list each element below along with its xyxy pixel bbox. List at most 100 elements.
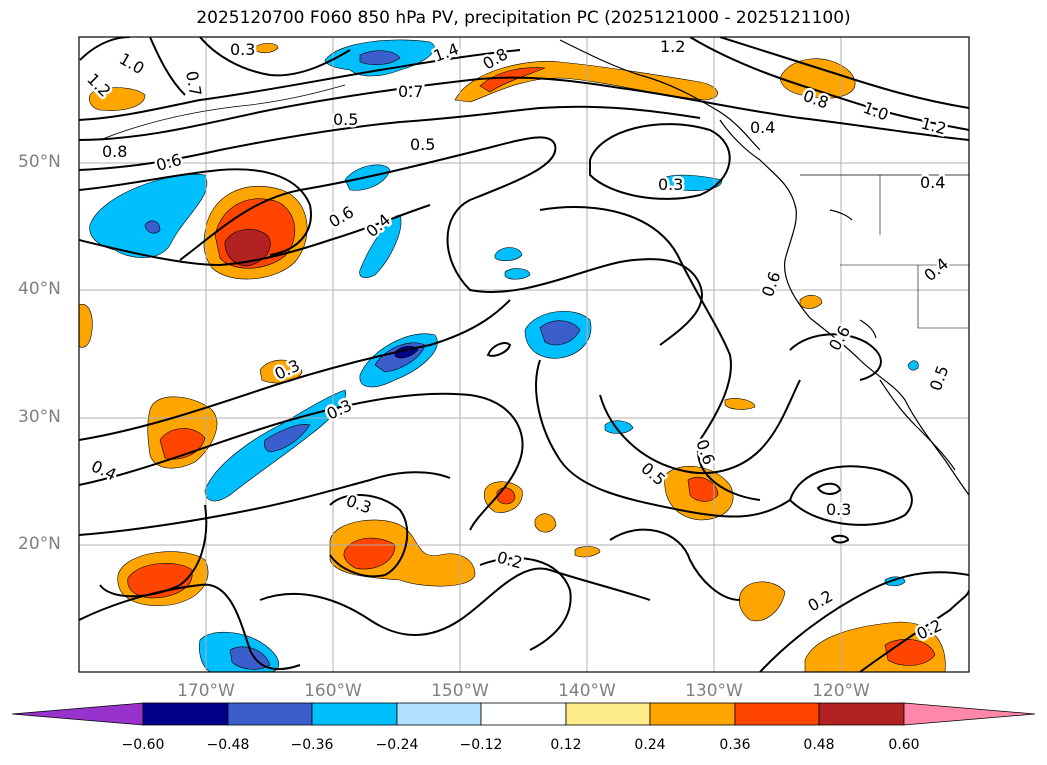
contour-label: 0.5 [333, 110, 358, 129]
colorbar-tick-label: 0.48 [803, 737, 835, 753]
contour-label: 0.3 [658, 175, 683, 194]
pv-contour [789, 333, 882, 381]
precip-neg-area [494, 247, 523, 261]
lat-label-30n: 30°N [18, 407, 61, 427]
precip-pos-area [224, 229, 271, 267]
colorbar-segment [565, 702, 651, 726]
pv-contour [589, 123, 731, 200]
precip-pos-area [724, 398, 756, 410]
lat-label-40n: 40°N [18, 279, 61, 299]
lon-label-140w: 140°W [558, 681, 616, 701]
pv-contour [79, 299, 511, 441]
contour-labels: 1.0 1.2 0.7 0.3 0.5 1.4 0.8 1.2 0.7 0.8 … [81, 35, 955, 647]
precip-neg-area [359, 50, 401, 65]
precip-neg-area [263, 424, 311, 453]
colorbar-tick-label: 0.24 [634, 737, 666, 753]
lon-label-170w: 170°W [177, 681, 235, 701]
graticule [79, 37, 969, 672]
precip-pos-area [254, 43, 279, 54]
pv-contour [79, 204, 431, 267]
precip-neg-area [144, 220, 161, 234]
colorbar [11, 702, 1036, 726]
precip-pos-area [687, 476, 719, 502]
pv-contour [788, 465, 913, 526]
contour-label: 0.4 [920, 173, 945, 192]
precip-pos-area [799, 295, 823, 309]
contour-label: 1.2 [660, 37, 685, 56]
figure-title: 2025120700 F060 850 hPa PV, precipitatio… [196, 8, 851, 28]
pv-contour [599, 379, 801, 474]
baja-coastline [879, 379, 956, 471]
colorbar-tick-label: −0.48 [206, 737, 250, 753]
precip-neg-area [504, 268, 531, 280]
colorbar-tick-label: −0.12 [459, 737, 503, 753]
contour-label: 1.0 [116, 49, 148, 78]
precip-pos-area [259, 359, 303, 384]
pv-contour [609, 528, 741, 601]
pv-contour [830, 534, 850, 544]
contour-label: 0.4 [920, 254, 952, 285]
pv-contour [99, 504, 208, 598]
island-coast [829, 209, 877, 339]
contour-label: 0.2 [805, 586, 837, 615]
pv-contour [79, 583, 301, 671]
pv-contour [486, 342, 512, 357]
contour-label: 0.4 [88, 456, 119, 484]
precip-neg-area [359, 214, 402, 279]
pv-contour [79, 76, 969, 141]
precip-pos-area [534, 513, 557, 533]
pv-contour [816, 482, 842, 495]
contour-label: 0.5 [926, 363, 953, 393]
contour-label: 0.3 [826, 500, 851, 519]
colorbar-tick-label: −0.60 [121, 737, 165, 753]
lon-label-150w: 150°W [431, 681, 489, 701]
contour-label: 0.5 [637, 459, 669, 490]
colorbar-extend-low [11, 702, 144, 726]
pv-contours [79, 37, 969, 672]
colorbar-segment [734, 702, 820, 726]
contour-label: 0.6 [154, 150, 184, 175]
contour-label: 0.7 [398, 82, 423, 101]
contour-label: 0.3 [230, 40, 255, 59]
pv-contour [859, 589, 969, 672]
pv-contour [535, 359, 791, 518]
precip-neg-area [884, 576, 906, 587]
pv-contour [259, 567, 651, 636]
lon-label-130w: 130°W [685, 681, 743, 701]
precip-pos-area [89, 87, 146, 111]
colorbar-segment [396, 702, 482, 726]
lon-label-160w: 160°W [304, 681, 362, 701]
pv-contour [79, 105, 701, 171]
colorbar-tick-label: −0.36 [290, 737, 334, 753]
colorbar-tick-label: 0.36 [719, 737, 751, 753]
colorbar-tick-label: 0.12 [550, 737, 582, 753]
pv-contour [719, 37, 969, 109]
precip-pos-area [343, 537, 396, 570]
contour-label: 0.7 [182, 69, 205, 97]
pv-contour [479, 557, 572, 651]
colorbar-segment [649, 702, 736, 726]
pv-contour [79, 49, 521, 121]
contour-label: 0.6 [758, 269, 785, 299]
pv-contour [329, 494, 409, 578]
lat-label-50n: 50°N [18, 152, 61, 172]
precip-pos-area [739, 581, 786, 622]
colorbar-segment [227, 702, 313, 726]
pv-contour [539, 206, 761, 501]
pv-contour [79, 392, 524, 531]
contour-label: 0.8 [102, 142, 127, 161]
precip-neg-area [539, 320, 581, 346]
colorbar-tick-label: 0.60 [888, 737, 920, 753]
state-border [840, 175, 969, 329]
map-frame [78, 36, 970, 673]
precip-neg-area [604, 420, 634, 434]
aleutian-chain [99, 84, 346, 141]
colorbar-segment [480, 702, 567, 726]
pv-contour [199, 37, 351, 77]
contour-label: 1.0 [861, 98, 891, 125]
pv-contour [79, 471, 451, 536]
precip-pos-area [479, 67, 546, 93]
contour-label: 0.6 [326, 202, 358, 231]
pv-contour [759, 571, 969, 672]
